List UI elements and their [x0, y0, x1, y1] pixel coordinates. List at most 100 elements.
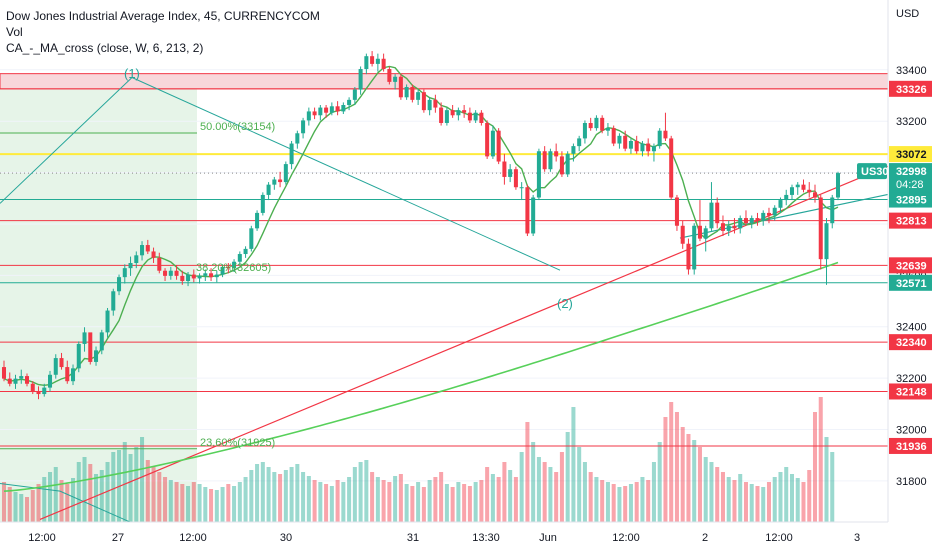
candle-body [157, 257, 162, 271]
candle-body [479, 112, 484, 123]
volume-bar [122, 442, 127, 522]
candle-body [122, 268, 127, 278]
volume-bar [617, 487, 622, 522]
volume-bar [450, 487, 455, 522]
price-tag [889, 212, 932, 229]
candle-body [531, 197, 536, 234]
candle-body [600, 117, 605, 131]
volume-bar [214, 490, 219, 522]
volume-bar [726, 477, 731, 522]
highlight-region [0, 73, 197, 522]
legend-symbol: Dow Jones Industrial Average Index, 45, … [6, 9, 320, 23]
candle-body [508, 169, 513, 177]
volume-bar [680, 427, 685, 522]
candle-body [784, 194, 789, 201]
volume-bar [237, 482, 242, 522]
candle-body [818, 197, 823, 260]
volume-bar [720, 472, 725, 522]
price-tag-label: 32813 [896, 216, 927, 228]
volume-bar [197, 484, 202, 522]
volume-bar [778, 472, 783, 522]
candle-body [301, 120, 306, 134]
volume-bar [686, 434, 691, 522]
volume-bar [594, 477, 599, 522]
candle-body [582, 122, 587, 139]
price-tag [889, 257, 932, 274]
candle-body [439, 107, 444, 123]
candle-body [657, 130, 662, 147]
volume-bar [421, 487, 426, 522]
candle-body [795, 184, 800, 188]
candle-body [807, 189, 812, 193]
volume-bar [588, 472, 593, 522]
volume-bar [628, 484, 633, 522]
candle-body [456, 110, 461, 116]
candle-body [720, 223, 725, 231]
volume-bar [542, 462, 547, 522]
candle-body [237, 254, 242, 262]
candle-body [358, 69, 363, 90]
volume-bar [255, 464, 260, 522]
candle-body [30, 383, 35, 392]
price-tag [889, 334, 932, 351]
candle-body [260, 194, 265, 213]
volume-bar [473, 482, 478, 522]
y-tick-label: 33200 [896, 116, 927, 128]
candle-body [19, 376, 24, 379]
candle-body [375, 58, 380, 64]
legend-indicator: CA_-_MA_cross (close, W, 6, 213, 2) [6, 41, 204, 55]
candle-body [318, 107, 323, 116]
volume-bar [318, 482, 323, 522]
volume-bar [30, 490, 35, 522]
candle-body [663, 130, 668, 139]
volume-bar [48, 472, 53, 522]
volume-bar [703, 457, 708, 522]
candle-body [669, 138, 674, 198]
candle-body [272, 179, 277, 185]
volume-bar [732, 480, 737, 522]
candle-body [88, 332, 93, 362]
price-tag-label: 33326 [896, 84, 927, 96]
volume-bar [490, 474, 495, 522]
x-tick-label: 13:30 [472, 532, 500, 544]
candle-body [738, 218, 743, 229]
wave-label: (2) [557, 296, 573, 311]
candle-body [203, 273, 208, 276]
volume-bar [128, 454, 133, 522]
candle-body [7, 378, 12, 384]
candle-body [640, 143, 645, 152]
candle-body [220, 266, 225, 275]
price-tag-label: 32639 [896, 260, 927, 272]
volume-bar [381, 480, 386, 522]
volume-bar [571, 407, 576, 522]
candle-body [1, 367, 7, 379]
candle-body [467, 112, 472, 121]
volume-bar [111, 452, 116, 522]
volume-bar [289, 467, 294, 522]
volume-bar [7, 487, 12, 522]
volume-bar [651, 462, 656, 522]
volume-bar [565, 432, 570, 522]
volume-bar [266, 467, 271, 522]
volume-bar [283, 470, 288, 522]
volume-bar [444, 484, 449, 522]
volume-bar [99, 470, 104, 522]
volume-bar [824, 437, 829, 522]
candle-body [134, 255, 139, 264]
candle-body [715, 202, 720, 224]
candle-body [548, 151, 553, 170]
candle-body [703, 228, 708, 239]
current-price-countdown: 04:28 [896, 179, 924, 191]
volume-bar [59, 480, 64, 522]
candle-body [140, 245, 145, 256]
price-tag-label: 31936 [896, 441, 927, 453]
fib-label: 38.20%(32605) [196, 262, 271, 274]
candle-body [634, 140, 639, 152]
volume-bar [416, 482, 421, 522]
volume-bar [1, 482, 7, 522]
volume-bar [812, 412, 818, 522]
x-tick-label: 2 [702, 532, 708, 544]
volume-bar [496, 477, 501, 522]
candle-body [490, 130, 495, 157]
